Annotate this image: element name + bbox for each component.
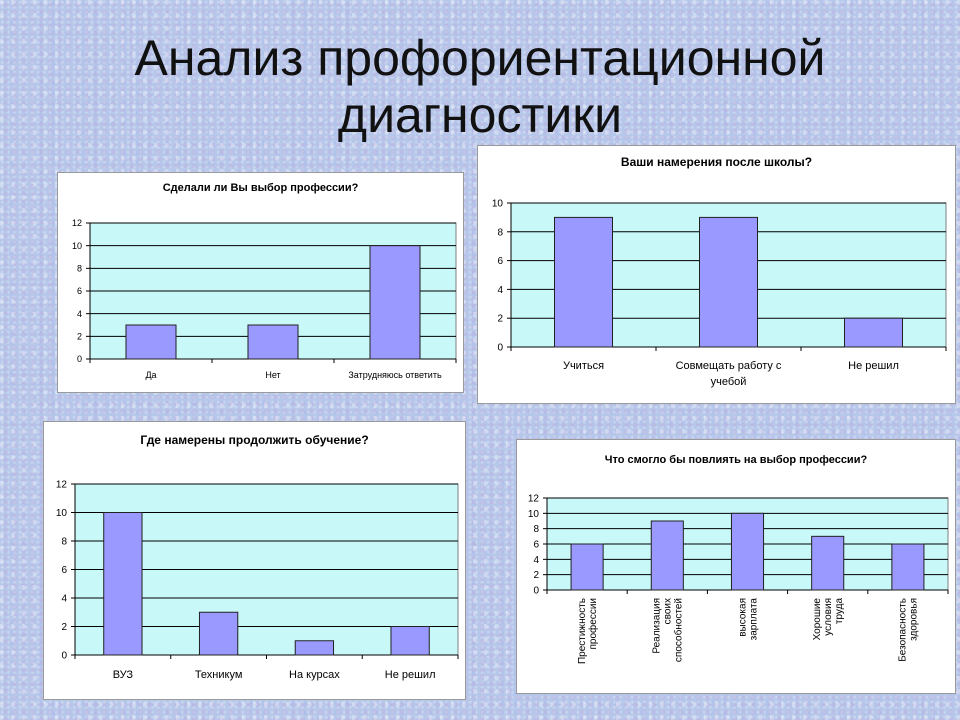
- bar: [294, 640, 335, 656]
- y-tick-label: 4: [77, 309, 82, 319]
- bar: [699, 216, 758, 348]
- bar: [125, 324, 177, 360]
- chart-panel-plans-after-school: Ваши намерения после школы? 0 2 4 6 8 10 Учитьс…: [477, 145, 956, 404]
- slide-title-line-2: диагностики: [337, 87, 623, 143]
- x-category-label: Не решил: [848, 360, 899, 372]
- y-tick-label: 12: [56, 480, 68, 491]
- x-category-label: На курсах: [289, 669, 340, 681]
- y-tick-label: 0: [77, 354, 82, 364]
- y-tick-label: 12: [528, 494, 540, 505]
- slide-title-line-1: Анализ профориентационной: [134, 30, 826, 86]
- chart-title: Сделали ли Вы выбор профессии?: [163, 182, 359, 194]
- y-tick-label: 8: [533, 524, 539, 535]
- y-tick-label: 8: [497, 227, 503, 238]
- y-tick-label: 4: [533, 555, 539, 566]
- x-category-label: Престижностьпрофессии: [577, 598, 599, 664]
- chart-choice-influence: Что смогло бы повлиять на выбор професси…: [528, 454, 949, 664]
- x-category-label: Техникум: [195, 669, 243, 681]
- bar: [103, 512, 143, 656]
- x-category-label: высокаязарплата: [737, 598, 759, 641]
- y-tick-label: 12: [72, 218, 82, 228]
- y-tick-label: 0: [533, 586, 539, 597]
- y-tick-label: 6: [533, 540, 539, 551]
- chart-panel-profession-choice: Сделали ли Вы выбор профессии? 0 2 4 6 8 10 12 Д…: [57, 172, 464, 393]
- y-tick-label: 4: [497, 285, 503, 296]
- y-tick-label: 6: [497, 256, 503, 267]
- y-tick-label: 6: [61, 565, 67, 576]
- bar: [811, 535, 845, 591]
- bar: [390, 626, 430, 656]
- bar: [369, 245, 421, 360]
- slide-title: Анализ профориентационной диагностики: [0, 30, 960, 144]
- bar: [844, 317, 903, 348]
- bar: [650, 520, 684, 591]
- y-tick-label: 8: [77, 263, 82, 273]
- x-category-label: ВУЗ: [113, 669, 134, 681]
- y-tick-label: 8: [61, 537, 67, 548]
- y-tick-label: 0: [497, 343, 503, 354]
- chart-panel-choice-influence: Что смогло бы повлиять на выбор професси…: [516, 439, 956, 694]
- bar: [570, 543, 604, 591]
- y-tick-label: 0: [61, 651, 67, 662]
- x-category-label: Реализациясвоихспособностей: [652, 598, 685, 662]
- chart-continue-education: Где намерены продолжить обучение? 0 2 4 6 8 10…: [56, 433, 459, 681]
- x-category-label: Безопасностьздоровья: [898, 598, 920, 662]
- bar: [198, 611, 239, 656]
- y-tick-label: 2: [497, 314, 503, 325]
- chart-profession-choice: Сделали ли Вы выбор профессии? 0 2 4 6 8 10 12 Д…: [72, 182, 457, 380]
- chart-title: Где намерены продолжить обучение?: [140, 433, 368, 447]
- bar: [247, 324, 299, 360]
- chart-plans-after-school: Ваши намерения после школы? 0 2 4 6 8 10 Учитьс…: [492, 155, 947, 388]
- y-tick-label: 2: [77, 331, 82, 341]
- x-category-label: Хорошиеусловиятруда: [812, 598, 845, 641]
- chart-title: Ваши намерения после школы?: [621, 155, 812, 169]
- y-tick-label: 10: [528, 509, 540, 520]
- x-category-label: Да: [145, 370, 156, 380]
- chart-title: Что смогло бы повлиять на выбор професси…: [605, 454, 868, 466]
- y-tick-label: 10: [492, 199, 504, 210]
- chart-panel-continue-education: Где намерены продолжить обучение? 0 2 4 6 8 10…: [43, 421, 466, 700]
- bar: [891, 543, 925, 591]
- bar: [554, 216, 613, 348]
- bar: [730, 512, 765, 591]
- y-tick-label: 2: [533, 570, 539, 581]
- x-category-label: Учиться: [563, 360, 604, 372]
- y-tick-label: 4: [61, 594, 67, 605]
- y-tick-label: 6: [77, 286, 82, 296]
- x-category-label: Нет: [265, 370, 280, 380]
- x-category-label: Совмещать работу с учебой: [676, 360, 782, 388]
- x-category-label: Не решил: [385, 669, 436, 681]
- y-tick-label: 10: [72, 241, 82, 251]
- y-tick-label: 2: [61, 622, 67, 633]
- y-tick-label: 10: [56, 508, 68, 519]
- x-category-label: Затрудняюсь ответить: [348, 370, 442, 380]
